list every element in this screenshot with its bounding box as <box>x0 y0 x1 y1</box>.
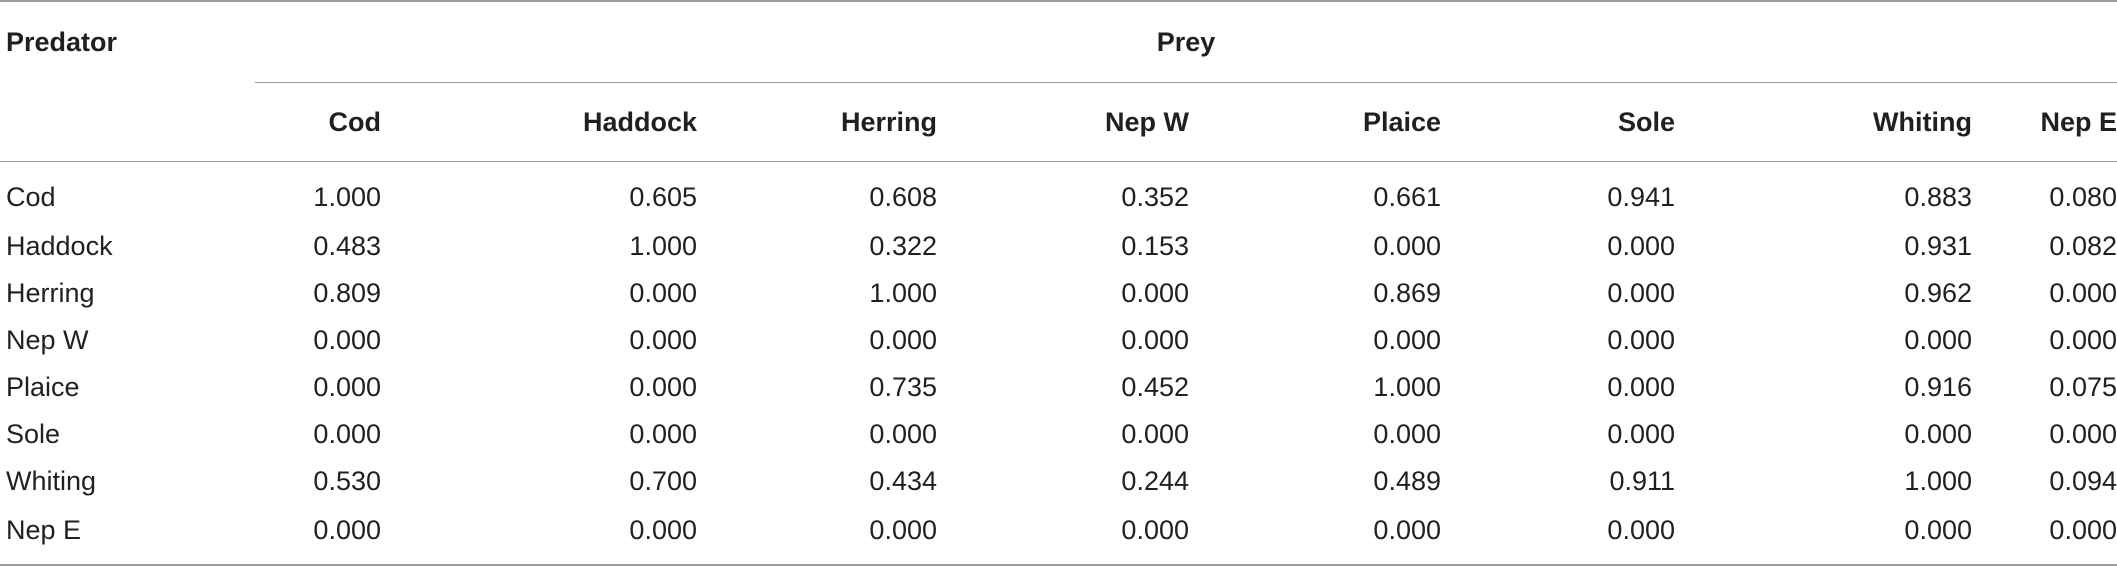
table-cell: 0.000 <box>1607 325 1675 355</box>
table-cell: 0.000 <box>1607 231 1675 261</box>
table-cell: 0.735 <box>869 372 937 402</box>
table-cell: 0.000 <box>1373 419 1441 449</box>
table-cell: 0.322 <box>869 231 937 261</box>
table-cell: 1.000 <box>313 182 381 212</box>
table-cell: 0.661 <box>1373 182 1441 212</box>
table-cell: 0.000 <box>255 505 381 566</box>
table-row: Whiting 0.530 0.700 0.434 0.244 0.489 0.… <box>0 458 2117 505</box>
table-cell: 0.244 <box>1121 466 1189 496</box>
table-row: Sole 0.000 0.000 0.000 0.000 0.000 0.000… <box>0 411 2117 458</box>
table-cell: 0.530 <box>313 466 381 496</box>
column-header-nep-w: Nep W <box>937 82 1189 162</box>
table-cell: 0.489 <box>1373 466 1441 496</box>
table-cell: 0.000 <box>1121 278 1189 308</box>
table-cell: 0.452 <box>1121 372 1189 402</box>
column-header-plaice: Plaice <box>1189 82 1441 162</box>
row-predator-label: Haddock <box>6 231 113 261</box>
table-cell: 0.000 <box>1904 325 1972 355</box>
table-cell: 0.000 <box>313 325 381 355</box>
table-cell: 0.000 <box>1607 278 1675 308</box>
table-cell: 0.000 <box>629 325 697 355</box>
table-cell: 0.080 <box>2049 182 2117 212</box>
table-cell: 0.700 <box>629 466 697 496</box>
table-row: Plaice 0.000 0.000 0.735 0.452 1.000 0.0… <box>0 364 2117 411</box>
column-header-sole: Sole <box>1441 82 1675 162</box>
table-cell: 0.000 <box>2049 419 2117 449</box>
table-cell: 1.000 <box>1373 372 1441 402</box>
table-cell: 0.000 <box>1373 231 1441 261</box>
table-cell: 0.962 <box>1904 278 1972 308</box>
table-cell: 0.000 <box>2049 278 2117 308</box>
table-cell: 1.000 <box>1904 466 1972 496</box>
predator-header: Predator <box>0 0 255 83</box>
table-cell: 0.809 <box>313 278 381 308</box>
row-predator-label: Herring <box>6 278 95 308</box>
table-cell: 0.608 <box>869 182 937 212</box>
table-cell: 1.000 <box>629 231 697 261</box>
column-header-haddock: Haddock <box>381 82 697 162</box>
row-predator-label: Whiting <box>6 466 97 496</box>
table-cell: 0.000 <box>629 278 697 308</box>
row-predator-label: Cod <box>6 182 56 212</box>
table-cell: 0.483 <box>313 231 381 261</box>
table-cell: 0.000 <box>1189 505 1441 566</box>
table-cell: 0.000 <box>1675 505 1972 566</box>
table-cell: 0.000 <box>1904 419 1972 449</box>
row-predator-label: Nep W <box>6 325 89 355</box>
table-row: Nep W 0.000 0.000 0.000 0.000 0.000 0.00… <box>0 317 2117 364</box>
table-row: Nep E 0.000 0.000 0.000 0.000 0.000 0.00… <box>0 505 2117 566</box>
table-cell: 0.000 <box>313 372 381 402</box>
table-cell: 0.941 <box>1607 182 1675 212</box>
table-cell: 0.000 <box>1441 505 1675 566</box>
table-cell: 0.000 <box>629 372 697 402</box>
prey-header: Prey <box>255 0 2117 83</box>
table-cell: 0.434 <box>869 466 937 496</box>
column-header-whiting: Whiting <box>1675 82 1972 162</box>
table-cell: 0.000 <box>869 325 937 355</box>
table-cell: 0.000 <box>313 419 381 449</box>
row-predator-label: Sole <box>6 419 61 449</box>
table-cell: 0.153 <box>1121 231 1189 261</box>
table-cell: 0.911 <box>1609 466 1675 496</box>
table-cell: 0.931 <box>1904 231 1972 261</box>
column-header-nep-e: Nep E <box>1972 82 2117 162</box>
column-header-blank <box>0 82 255 162</box>
table-cell: 0.916 <box>1904 372 1972 402</box>
table-cell: 0.082 <box>2049 231 2117 261</box>
table-cell: 0.000 <box>1121 419 1189 449</box>
table-cell: 0.000 <box>2049 325 2117 355</box>
table-header-group-row: Predator Prey <box>0 0 2117 83</box>
table-cell: 0.000 <box>1373 325 1441 355</box>
table-cell: 0.000 <box>629 419 697 449</box>
table-cell: 0.000 <box>381 505 697 566</box>
table-cell: 0.352 <box>1121 182 1189 212</box>
table-column-header-row: Cod Haddock Herring Nep W Plaice Sole Wh… <box>0 82 2117 162</box>
table-cell: 0.000 <box>1607 372 1675 402</box>
row-predator-label: Nep E <box>0 505 255 566</box>
table-cell: 0.605 <box>629 182 697 212</box>
table-row: Herring 0.809 0.000 1.000 0.000 0.869 0.… <box>0 270 2117 317</box>
table-cell: 0.000 <box>937 505 1189 566</box>
table-cell: 0.075 <box>2049 372 2117 402</box>
column-header-herring: Herring <box>697 82 937 162</box>
table-cell: 0.883 <box>1904 182 1972 212</box>
table-cell: 1.000 <box>869 278 937 308</box>
row-predator-label: Plaice <box>6 372 80 402</box>
table-row: Haddock 0.483 1.000 0.322 0.153 0.000 0.… <box>0 223 2117 270</box>
table-row: Cod 1.000 0.605 0.608 0.352 0.661 0.941 … <box>0 162 2117 224</box>
table-cell: 0.000 <box>1121 325 1189 355</box>
table-cell: 0.094 <box>2049 466 2117 496</box>
table-cell: 0.000 <box>697 505 937 566</box>
table-cell: 0.000 <box>869 419 937 449</box>
column-header-cod: Cod <box>255 82 381 162</box>
table-body: Cod 1.000 0.605 0.608 0.352 0.661 0.941 … <box>0 162 2117 566</box>
table-cell: 0.000 <box>1607 419 1675 449</box>
table-cell: 0.869 <box>1373 278 1441 308</box>
table-cell: 0.000 <box>1972 505 2117 566</box>
